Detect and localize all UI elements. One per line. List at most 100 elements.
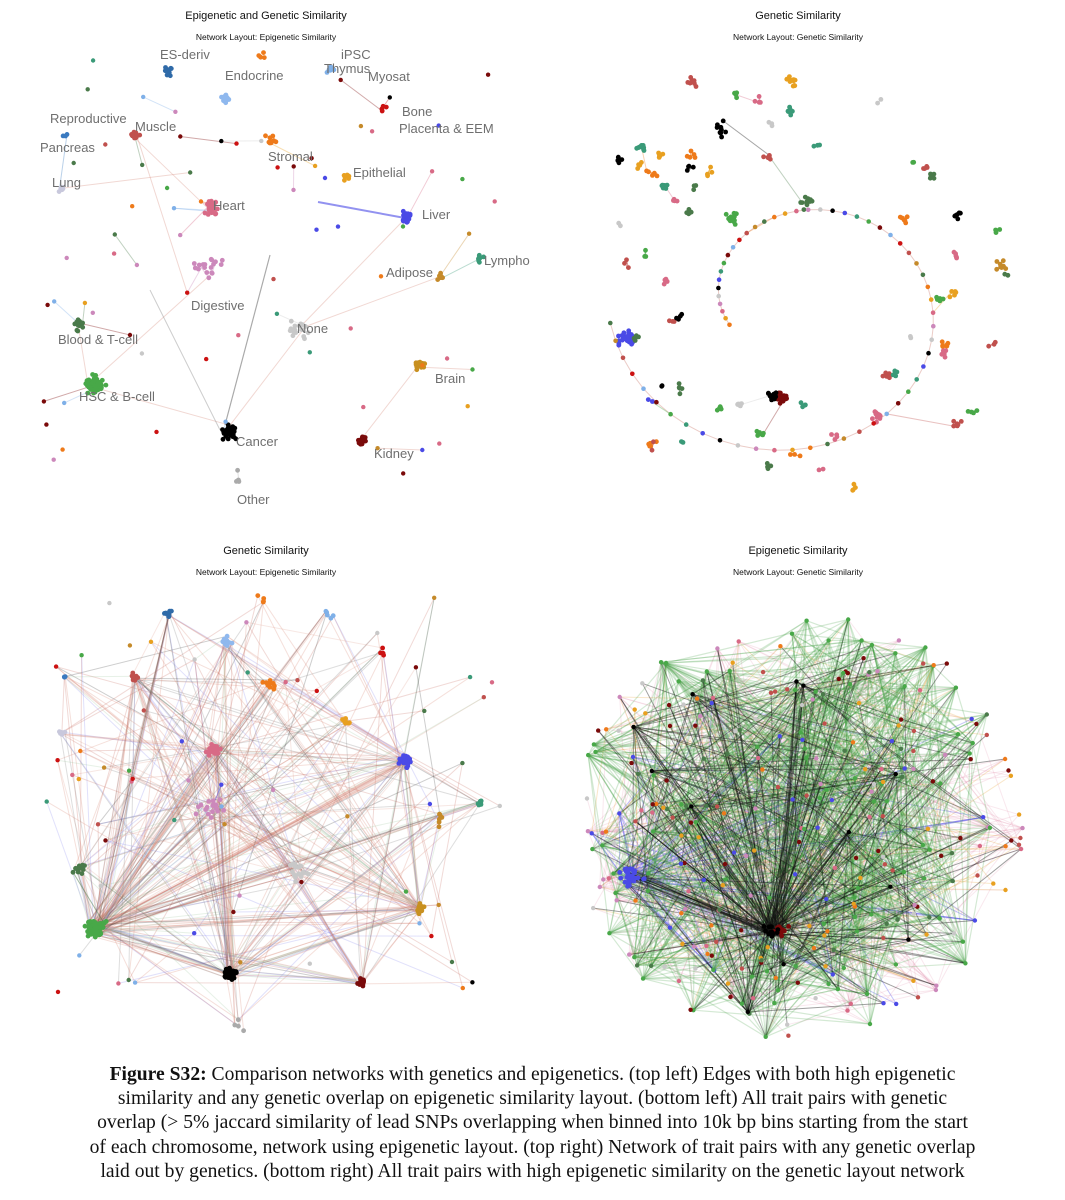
network-edge xyxy=(647,821,697,874)
network-edge xyxy=(806,733,959,759)
network-edge xyxy=(923,665,934,879)
network-edge xyxy=(866,748,902,994)
network-edge xyxy=(729,639,862,672)
network-edge xyxy=(761,685,804,770)
network-node xyxy=(836,676,841,682)
network-edge xyxy=(693,828,929,948)
network-node xyxy=(753,446,759,452)
network-edge xyxy=(972,714,988,744)
network-edge xyxy=(706,670,796,691)
network-edge xyxy=(246,621,383,649)
network-node xyxy=(952,292,957,298)
network-edge xyxy=(232,910,422,972)
network-edge xyxy=(740,674,869,931)
network-edge xyxy=(95,761,408,930)
network-edge xyxy=(685,827,991,910)
network-edge xyxy=(94,613,170,929)
network-edge xyxy=(771,827,991,928)
network-edge xyxy=(595,725,899,753)
network-edge xyxy=(134,679,408,767)
network-edge xyxy=(861,640,974,744)
network-node xyxy=(802,826,807,832)
network-edge xyxy=(635,900,930,918)
network-node xyxy=(867,814,872,820)
network-edge xyxy=(777,773,897,991)
network-edge xyxy=(806,620,905,873)
network-node xyxy=(162,68,168,74)
network-edge xyxy=(647,890,762,959)
network-edge xyxy=(777,831,850,930)
network-edge xyxy=(768,768,882,935)
network-edge xyxy=(599,702,860,888)
network-edge xyxy=(737,444,757,450)
network-node xyxy=(369,129,375,134)
network-edge xyxy=(226,643,233,970)
network-edge xyxy=(608,731,801,934)
network-edge xyxy=(726,753,750,1014)
network-edge xyxy=(96,751,210,933)
network-edge xyxy=(402,761,422,909)
network-node xyxy=(436,902,441,908)
network-edge xyxy=(605,728,781,934)
network-edge xyxy=(705,753,728,807)
network-node xyxy=(641,148,647,153)
network-edge xyxy=(593,639,862,745)
network-node xyxy=(51,457,56,462)
network-node xyxy=(690,164,696,170)
network-edge xyxy=(685,685,905,807)
network-node xyxy=(436,123,441,128)
network-edge xyxy=(977,827,1023,876)
network-edge xyxy=(665,662,924,846)
network-edge xyxy=(105,763,409,841)
network-node xyxy=(676,679,681,684)
network-edge xyxy=(692,620,808,1011)
network-edge xyxy=(647,890,775,1004)
network-edge xyxy=(653,750,845,777)
network-node xyxy=(328,615,334,621)
network-node xyxy=(937,916,942,921)
network-edge xyxy=(593,743,953,882)
network-edge xyxy=(745,750,846,857)
network-node xyxy=(802,746,808,751)
network-edge xyxy=(692,693,984,818)
network-edge xyxy=(43,384,95,402)
network-edge xyxy=(712,697,801,733)
network-edge xyxy=(729,670,763,961)
network-edge xyxy=(819,797,1023,829)
network-edge xyxy=(636,685,804,966)
network-edge xyxy=(796,681,1022,850)
network-edge xyxy=(928,339,933,354)
network-edge xyxy=(806,620,899,920)
network-edge xyxy=(635,681,797,901)
network-edge xyxy=(628,878,680,982)
network-edge xyxy=(92,719,343,933)
network-edge xyxy=(842,644,873,674)
network-edge xyxy=(678,680,858,932)
network-node xyxy=(791,77,796,82)
network-node xyxy=(223,428,229,434)
network-node xyxy=(651,773,656,778)
network-edge xyxy=(165,612,227,975)
network-node xyxy=(148,639,154,644)
network-edge xyxy=(100,927,363,984)
network-node xyxy=(769,397,774,403)
network-node xyxy=(953,685,959,690)
network-edge xyxy=(805,757,827,791)
network-node xyxy=(949,289,955,294)
network-node xyxy=(626,265,631,270)
network-edge xyxy=(613,748,902,875)
network-node xyxy=(80,320,85,326)
network-node xyxy=(825,929,830,934)
network-node xyxy=(649,768,654,774)
network-node xyxy=(633,819,638,824)
network-edge xyxy=(79,645,228,868)
network-node xyxy=(404,759,410,765)
network-edge xyxy=(332,615,404,764)
network-edge xyxy=(725,647,926,880)
network-node xyxy=(788,452,793,457)
network-edge xyxy=(756,640,830,748)
network-edge xyxy=(641,809,751,896)
network-edge xyxy=(861,640,966,964)
network-node xyxy=(314,688,319,694)
network-node xyxy=(970,740,975,746)
